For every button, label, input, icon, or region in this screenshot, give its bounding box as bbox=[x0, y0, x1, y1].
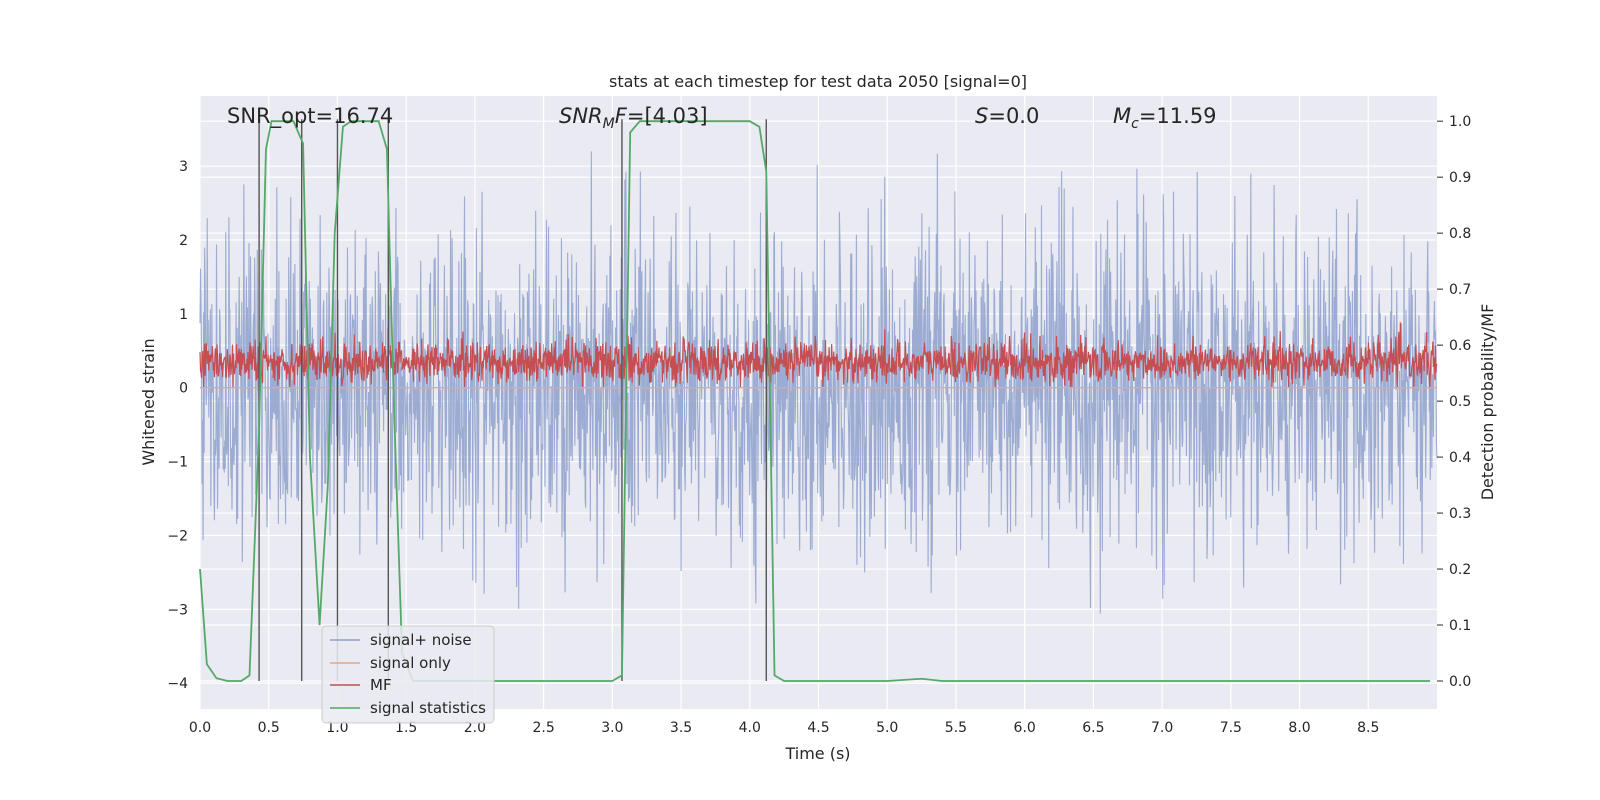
chart-title: stats at each timestep for test data 205… bbox=[609, 72, 1027, 91]
x-tick-label: 0.5 bbox=[258, 720, 280, 736]
snr-mf-tail: F bbox=[615, 104, 628, 128]
y-tick-label: −2 bbox=[167, 528, 188, 544]
y-tick-label: 1 bbox=[179, 307, 188, 323]
x-tick-label: 4.5 bbox=[807, 720, 829, 736]
x-tick-label: 2.0 bbox=[464, 720, 486, 736]
x-tick-label: 5.0 bbox=[876, 720, 898, 736]
annotation-snr-opt: SNR_opt=16.74 bbox=[227, 104, 393, 129]
x-tick-label: 0.0 bbox=[189, 720, 211, 736]
y-ticks: 3 2 1 0 −1 −2 −3 −4 bbox=[167, 159, 188, 692]
snr-mf-number: [4.03] bbox=[644, 104, 707, 128]
x-tick-label: 3.5 bbox=[670, 720, 692, 736]
series-mf bbox=[199, 322, 1438, 388]
y-right-tick-label: 0.7 bbox=[1449, 282, 1471, 298]
x-tick-label: 8.0 bbox=[1288, 720, 1310, 736]
x-tick-label: 5.5 bbox=[945, 720, 967, 736]
legend-label-mf: MF bbox=[370, 676, 392, 694]
y-tick-label: −3 bbox=[167, 602, 188, 618]
y-right-tick-label: 0.8 bbox=[1449, 226, 1471, 242]
y-axis-label: Whitened strain bbox=[139, 338, 158, 465]
legend-box bbox=[321, 625, 495, 724]
series-signal-noise bbox=[199, 151, 1438, 614]
s-value: =0.0 bbox=[988, 104, 1039, 128]
x-tick-label: 1.5 bbox=[395, 720, 417, 736]
y-right-tick-label: 0.4 bbox=[1449, 450, 1471, 466]
x-tick-label: 1.0 bbox=[326, 720, 348, 736]
y-tick-label: 3 bbox=[179, 159, 188, 175]
mf-line bbox=[199, 322, 1438, 388]
legend-label-signal-only: signal only bbox=[370, 654, 451, 672]
mc-value: =11.59 bbox=[1139, 104, 1217, 128]
y-tick-label: 0 bbox=[179, 381, 188, 397]
annotation-mc: Mc=11.59 bbox=[1113, 104, 1217, 132]
snr-mf-subscript: M bbox=[603, 116, 615, 132]
y-right-ticks: 1.0 0.9 0.8 0.7 0.6 0.5 0.4 0.3 0.2 0.1 0.0 bbox=[1437, 114, 1471, 690]
snr-mf-symbol: SNR bbox=[559, 104, 603, 128]
y-tick-label: −4 bbox=[167, 676, 188, 692]
snr-mf-value: = bbox=[627, 104, 645, 128]
legend-label-signal-noise: signal+ noise bbox=[370, 631, 472, 649]
x-tick-label: 6.0 bbox=[1014, 720, 1036, 736]
x-tick-label: 7.5 bbox=[1220, 720, 1242, 736]
x-tick-label: 2.5 bbox=[532, 720, 554, 736]
signal-statistics-line bbox=[199, 120, 1431, 682]
x-tick-label: 4.0 bbox=[739, 720, 761, 736]
mc-symbol: M bbox=[1113, 104, 1131, 128]
y-right-tick-label: 0.9 bbox=[1449, 170, 1471, 186]
y-tick-label: −1 bbox=[167, 455, 188, 471]
y-right-axis-label: Detection probability/MF bbox=[1478, 304, 1497, 501]
s-symbol: S bbox=[975, 104, 988, 128]
y-right-tick-label: 0.2 bbox=[1449, 562, 1471, 578]
series-signal-statistics bbox=[199, 120, 1431, 682]
x-tick-label: 6.5 bbox=[1082, 720, 1104, 736]
legend: signal+ noise signal only MF signal stat… bbox=[321, 625, 495, 724]
y-right-tick-label: 0.6 bbox=[1449, 338, 1471, 354]
x-axis-label: Time (s) bbox=[784, 744, 850, 763]
legend-label-signal-statistics: signal statistics bbox=[370, 699, 486, 717]
x-tick-label: 7.0 bbox=[1151, 720, 1173, 736]
y-right-tick-label: 1.0 bbox=[1449, 114, 1471, 130]
y-right-tick-label: 0.3 bbox=[1449, 506, 1471, 522]
x-ticks: 0.0 0.5 1.0 1.5 2.0 2.5 3.0 3.5 4.0 4.5 5.0 5.5 6.0 6… bbox=[189, 720, 1380, 736]
x-tick-label: 8.5 bbox=[1357, 720, 1379, 736]
annotation-snr-mf: SNRMF=[4.03] bbox=[559, 104, 708, 132]
signal-noise-line bbox=[199, 151, 1438, 614]
y-right-tick-label: 0.0 bbox=[1449, 674, 1471, 690]
y-tick-label: 2 bbox=[179, 233, 188, 249]
x-tick-label: 3.0 bbox=[601, 720, 623, 736]
y-right-tick-label: 0.1 bbox=[1449, 618, 1471, 634]
y-right-tick-label: 0.5 bbox=[1449, 394, 1471, 410]
mc-subscript: c bbox=[1131, 116, 1139, 132]
annotation-s-stat: S=0.0 bbox=[975, 104, 1039, 128]
